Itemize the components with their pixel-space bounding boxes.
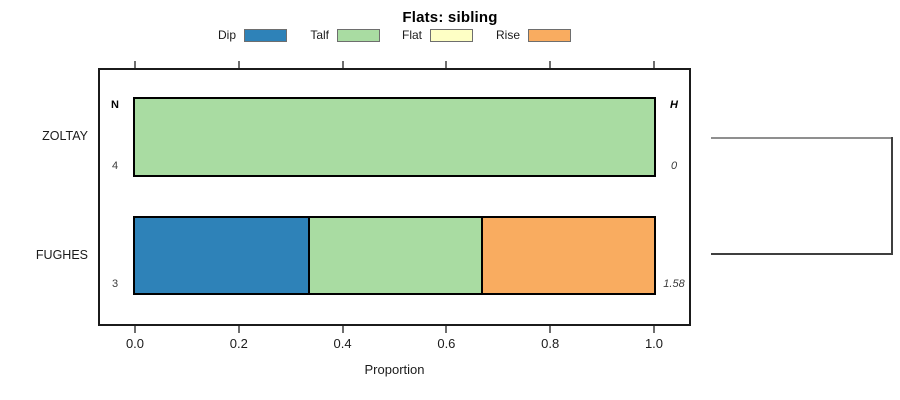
legend-swatch-flat [430, 29, 473, 42]
legend-label-dip: Dip [217, 28, 236, 42]
n-column-header: N [111, 99, 119, 111]
h-value-fughes: 1.58 [663, 278, 685, 290]
n-value-zoltay: 4 [111, 160, 119, 172]
legend-swatch-rise [528, 29, 571, 42]
h-column-header: H [670, 99, 678, 111]
x-axis-bottom-tick [445, 326, 448, 333]
dendrogram-branch-bottom [711, 253, 893, 255]
n-value-fughes: 3 [111, 278, 119, 290]
x-axis-tick-label: 0.6 [437, 336, 456, 351]
h-value-zoltay: 0 [670, 160, 678, 172]
bar-row-zoltay [133, 97, 656, 177]
bar-segment-fughes-rise [481, 218, 654, 293]
row-label-fughes: FUGHES [35, 247, 88, 262]
legend-label-rise: Rise [495, 28, 520, 42]
x-axis-label: Proportion [364, 362, 425, 377]
bar-segment-zoltay-talf [135, 99, 654, 175]
bar-segment-fughes-dip [135, 218, 308, 293]
x-axis-top-tick [549, 61, 552, 68]
x-axis-tick-label: 0.8 [541, 336, 560, 351]
chart-title: Flats: sibling [402, 9, 498, 26]
x-axis-top-tick [445, 61, 448, 68]
row-label-zoltay: ZOLTAY [42, 129, 88, 143]
legend-swatch-dip [244, 29, 287, 42]
x-axis-top-tick [653, 61, 655, 68]
dendrogram-join-line [891, 137, 893, 255]
x-axis-tick-label: 0.2 [229, 336, 248, 351]
x-axis-top-tick [341, 61, 344, 68]
bar-segment-fughes-talf [307, 218, 481, 293]
x-axis-bottom-tick [549, 326, 552, 333]
x-axis-tick-label: 1.0 [644, 336, 664, 351]
bar-row-fughes [133, 216, 656, 295]
x-axis-bottom-tick [653, 326, 655, 333]
dendrogram-branch-top [711, 137, 893, 139]
legend-label-flat: Flat [401, 28, 422, 42]
legend-swatch-talf [337, 29, 380, 42]
x-axis-top-tick [134, 61, 136, 68]
x-axis-bottom-tick [341, 326, 344, 333]
x-axis-tick-label: 0.0 [125, 336, 145, 351]
x-axis-tick-label: 0.4 [333, 336, 352, 351]
x-axis-bottom-tick [237, 326, 240, 333]
x-axis-bottom-tick [134, 326, 136, 333]
legend-label-talf: Talf [310, 28, 329, 42]
x-axis-top-tick [237, 61, 240, 68]
